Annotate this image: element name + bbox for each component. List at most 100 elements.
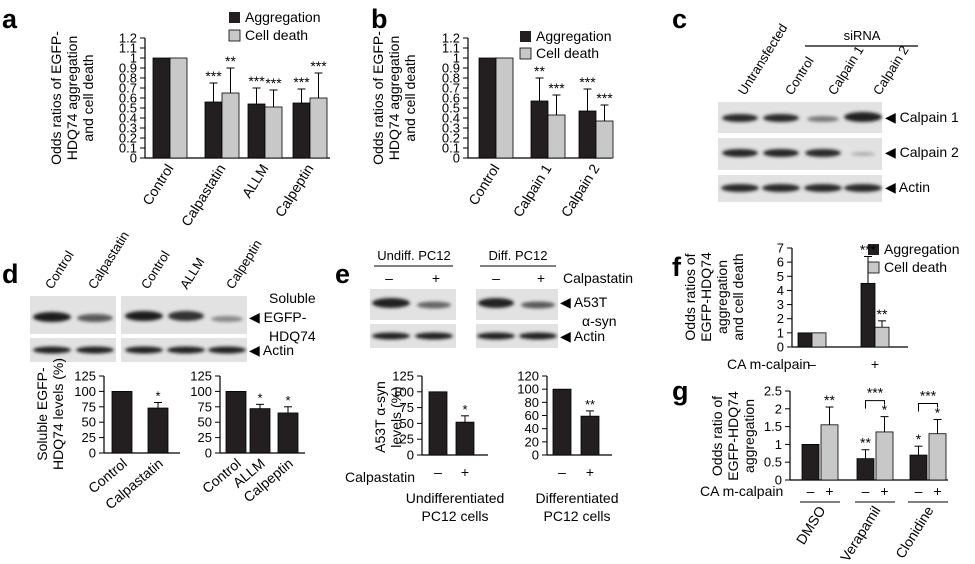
blot-row-actin xyxy=(30,338,247,362)
y-axis-label: Odds ratios ofEGFP-HDQ74aggregationand c… xyxy=(682,252,746,342)
bar-cell-death xyxy=(264,106,283,159)
lane-label-allm: ALLM xyxy=(177,255,208,292)
significance-label: *** xyxy=(920,387,937,403)
y-tick-label: 1 xyxy=(453,51,460,66)
y-tick-label: 0.5 xyxy=(442,101,460,116)
bar xyxy=(455,421,475,456)
bar-cell-death xyxy=(221,92,240,159)
y-axis-label: Odds ratio ofEGFP-HDQ74aggregation xyxy=(709,391,757,481)
treatment-label: CA m-calpain xyxy=(727,356,810,372)
y-tick-label: 0.8 xyxy=(119,71,137,86)
y-tick-label: 0.1 xyxy=(119,141,137,156)
panel-letter-a: a xyxy=(2,4,18,34)
significance-label: *** xyxy=(548,80,565,96)
significance-label: * xyxy=(155,388,160,403)
y-tick-label: 2 xyxy=(777,311,784,326)
sign-label: – xyxy=(862,483,870,499)
legend-f: Aggregation Cell death xyxy=(867,241,960,275)
panel-g: g 0 0.5 1 1.5 2 2.5 Odds ratio ofEGFP-HDQ74agg… xyxy=(672,376,948,564)
sign-label: + xyxy=(880,483,888,499)
y-tick-label: 4 xyxy=(777,283,784,298)
y-tick-label: 0.5 xyxy=(764,455,782,470)
bar-minus xyxy=(856,458,875,481)
legend-swatch-cell-death xyxy=(228,29,241,42)
panel-a: a Aggregation Cell death 00.10.20.30.40.… xyxy=(2,4,330,229)
y-tick-label: 1 xyxy=(130,51,137,66)
comparison-bracket xyxy=(918,402,938,412)
x-tick-label: + xyxy=(871,356,879,372)
legend-swatch-cell-death xyxy=(867,261,880,274)
y-tick-label: 25 xyxy=(400,432,414,447)
comparison-bracket xyxy=(865,400,885,409)
y-tick-label: 0 xyxy=(130,151,137,166)
bar-minus xyxy=(909,454,928,481)
group-label: Verapamil xyxy=(837,503,884,564)
legend-label-cell-death: Cell death xyxy=(884,259,947,275)
bar-cell-death xyxy=(874,326,890,348)
y-tick-label: 100 xyxy=(190,384,212,399)
legend-label-cell-death: Cell death xyxy=(245,27,308,43)
y-tick-label: 0 xyxy=(205,446,212,461)
y-tick-label: 0.5 xyxy=(119,101,137,116)
lane-label-calpastatin: Calpastatin xyxy=(85,228,132,291)
y-tick-label: 0 xyxy=(407,448,414,463)
significance-label: ** xyxy=(877,306,888,322)
x-tick-label: Calpain 1 xyxy=(510,161,555,220)
y-tick-label: 25 xyxy=(198,430,212,445)
y-tick-label: 0.9 xyxy=(119,61,137,76)
legend-a: Aggregation Cell death xyxy=(228,9,321,43)
bar-plus xyxy=(820,424,839,481)
blot-row-calpain-2 xyxy=(718,138,882,170)
blot-row-actin xyxy=(370,324,558,348)
y-tick-label: 50 xyxy=(82,415,96,430)
significance-label: * xyxy=(462,402,467,417)
bar-cell-death xyxy=(169,57,188,159)
y-tick-label: 40 xyxy=(525,421,539,436)
y-tick-label: 25 xyxy=(82,430,96,445)
bar xyxy=(147,407,169,454)
lane-label-calpain-1: Calpain 1 xyxy=(825,43,867,98)
y-tick-label: 0 xyxy=(777,340,784,355)
y-tick-label: 0.4 xyxy=(442,111,460,126)
bar-aggregation xyxy=(247,103,266,159)
significance-label: *** xyxy=(860,241,877,257)
treatment-label: Calpastatin xyxy=(563,270,633,286)
y-tick-label: 2 xyxy=(775,401,782,416)
y-tick-label: 60 xyxy=(525,408,539,423)
y-tick-label: 100 xyxy=(74,384,96,399)
y-tick-label: 0.9 xyxy=(442,61,460,76)
bar-aggregation xyxy=(152,57,171,159)
legend-label-aggregation: Aggregation xyxy=(536,28,612,44)
legend-swatch-aggregation xyxy=(520,31,531,42)
legend-swatch-aggregation xyxy=(868,244,879,255)
bar xyxy=(552,388,572,456)
group-label: Undifferentiated xyxy=(406,490,505,506)
legend-label-aggregation: Aggregation xyxy=(884,241,960,257)
y-tick-label: 20 xyxy=(525,434,539,449)
y-tick-label: 3 xyxy=(777,297,784,312)
bar xyxy=(277,412,299,454)
x-tick-label: – xyxy=(808,356,816,372)
x-tick-label: + xyxy=(461,464,469,480)
plot-a: 00.10.20.30.40.50.60.70.80.911.11.2 Odds … xyxy=(48,31,330,229)
x-tick-label: Calpain 2 xyxy=(558,161,603,220)
arrow-label-calpain-1: ◀ Calpain 1 xyxy=(885,109,959,125)
panel-letter-b: b xyxy=(371,4,388,34)
x-tick-label: Calpastatin xyxy=(178,161,229,229)
y-tick-label: 50 xyxy=(198,415,212,430)
y-tick-label: 50 xyxy=(400,416,414,431)
y-tick-label: 6 xyxy=(777,255,784,270)
y-tick-label: 0.7 xyxy=(442,81,460,96)
blot-row-a53t xyxy=(370,289,558,320)
y-tick-label: 0 xyxy=(453,151,460,166)
y-tick-label: 5 xyxy=(777,269,784,284)
y-tick-label: 0.7 xyxy=(119,81,137,96)
bar xyxy=(249,408,271,454)
significance-label: *** xyxy=(293,74,310,90)
y-tick-label: 1.1 xyxy=(119,41,137,56)
blot-row-actin xyxy=(718,175,882,202)
y-tick-label: 1.1 xyxy=(442,41,460,56)
